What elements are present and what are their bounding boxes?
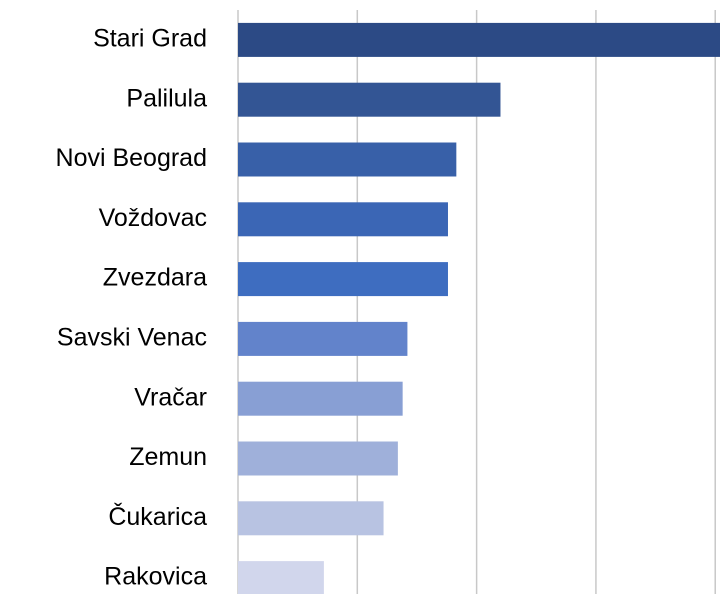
bar xyxy=(238,441,398,476)
bar xyxy=(238,202,448,237)
y-tick-label: Stari Grad xyxy=(93,25,207,53)
y-tick-label: Zvezdara xyxy=(103,264,207,292)
bar xyxy=(238,22,720,57)
y-tick-label: Savski Venac xyxy=(57,324,207,352)
bar xyxy=(238,82,501,117)
bar xyxy=(238,501,384,536)
y-tick-label: Vračar xyxy=(134,383,207,411)
y-tick-label: Rakovica xyxy=(104,563,207,591)
bar xyxy=(238,381,403,416)
y-tick-label: Zemun xyxy=(129,443,207,471)
bar xyxy=(238,561,324,594)
bar xyxy=(238,321,408,356)
y-tick-label: Novi Beograd xyxy=(56,144,207,172)
bar xyxy=(238,142,457,177)
y-tick-label: Čukarica xyxy=(108,502,207,531)
y-tick-label: Palilula xyxy=(126,84,207,112)
y-tick-label: Voždovac xyxy=(99,204,207,232)
bar xyxy=(238,262,448,297)
